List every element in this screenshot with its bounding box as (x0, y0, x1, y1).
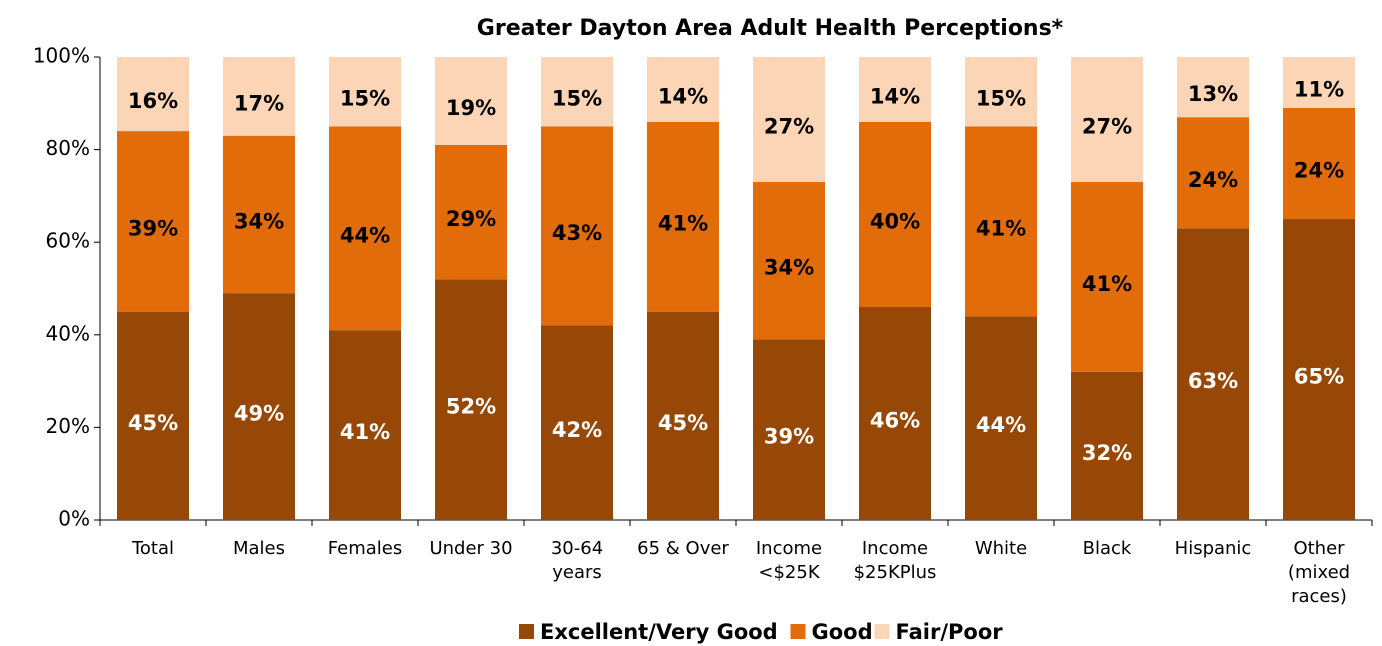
value-label: 29% (446, 207, 496, 231)
value-label: 44% (340, 223, 390, 247)
value-label: 34% (234, 209, 284, 233)
bar-segment (541, 126, 613, 326)
bar-segment (541, 325, 613, 520)
x-tick-label: Females (327, 538, 403, 559)
bar-segment (223, 135, 295, 294)
bar-segment (965, 57, 1037, 127)
value-label: 52% (446, 395, 496, 419)
bar-segment (1177, 57, 1249, 118)
legend-label: Excellent/Very Good (540, 620, 778, 644)
value-label: 16% (128, 89, 178, 113)
y-tick-label: 40% (46, 321, 90, 345)
x-tick-label: Income <$25K (755, 538, 823, 583)
bar-segment (435, 57, 507, 145)
value-label: 41% (658, 212, 708, 236)
y-tick-label: 100% (33, 44, 90, 68)
bar-segment (1071, 182, 1143, 372)
bar-segment (1071, 371, 1143, 520)
legend-label: Good (812, 620, 873, 644)
bar-segment (329, 330, 401, 520)
value-label: 63% (1188, 369, 1238, 393)
value-label: 14% (870, 84, 920, 108)
value-label: 43% (552, 221, 602, 245)
bar-segment (1283, 57, 1355, 108)
value-label: 15% (976, 87, 1026, 111)
value-label: 34% (764, 256, 814, 280)
bar-segment (965, 126, 1037, 317)
value-label: 32% (1082, 441, 1132, 465)
x-tick-label: White (974, 538, 1028, 559)
value-label: 41% (340, 420, 390, 444)
value-label: 15% (340, 87, 390, 111)
y-tick-label: 60% (46, 229, 90, 253)
legend-swatch (519, 624, 534, 639)
value-label: 45% (128, 411, 178, 435)
x-tick-label: Income $25KPlus (853, 538, 937, 583)
bar-segment (1283, 107, 1355, 220)
value-label: 42% (552, 418, 602, 442)
value-label: 11% (1294, 77, 1344, 101)
value-label: 14% (658, 84, 708, 108)
bar-segment (329, 57, 401, 127)
legend-swatch (790, 624, 806, 639)
bar-segment (223, 57, 295, 136)
bar-segment (647, 57, 719, 122)
x-tick-label: Total (131, 538, 175, 559)
bar-segment (859, 121, 931, 308)
value-label: 41% (976, 216, 1026, 240)
bar-segment (541, 57, 613, 127)
value-label: 39% (128, 216, 178, 240)
value-label: 44% (976, 413, 1026, 437)
bar-segment (753, 57, 825, 183)
value-label: 24% (1294, 158, 1344, 182)
bar-segment (753, 182, 825, 340)
value-label: 65% (1294, 365, 1344, 389)
y-tick-label: 20% (46, 414, 90, 438)
x-tick-label: Males (232, 538, 285, 559)
bar-segment (859, 307, 931, 520)
bar-segment (223, 293, 295, 520)
value-label: 46% (870, 409, 920, 433)
value-label: 13% (1188, 82, 1238, 106)
bar-segment (1177, 117, 1249, 229)
bar-segment (117, 57, 189, 132)
x-tick-label: 30-64 years (550, 538, 604, 583)
bar-segment (329, 126, 401, 331)
x-tick-label: Black (1082, 538, 1132, 559)
bar-segment (647, 311, 719, 520)
value-label: 27% (1082, 115, 1132, 139)
bar-segment (117, 311, 189, 520)
value-label: 15% (552, 87, 602, 111)
value-label: 40% (870, 209, 920, 233)
bar-segment (117, 131, 189, 312)
bar-segment (647, 121, 719, 312)
y-tick-label: 0% (58, 507, 90, 531)
bar-segment (859, 57, 931, 122)
chart-title: Greater Dayton Area Adult Health Percept… (477, 16, 1064, 41)
x-tick-label: Under 30 (429, 538, 513, 559)
value-label: 39% (764, 425, 814, 449)
bar-segment (435, 144, 507, 280)
bar-segment (1177, 228, 1249, 520)
x-tick-label: Other (mixed races) (1287, 538, 1351, 607)
x-tick-label: 65 & Over (637, 538, 729, 559)
bar-segment (1071, 57, 1143, 183)
value-label: 27% (764, 115, 814, 139)
x-tick-label: Hispanic (1174, 538, 1252, 559)
value-label: 49% (234, 402, 284, 426)
value-label: 19% (446, 96, 496, 120)
value-label: 17% (234, 91, 284, 115)
y-tick-label: 80% (46, 136, 90, 160)
value-label: 45% (658, 411, 708, 435)
bar-segment (435, 279, 507, 520)
bar-segment (965, 316, 1037, 520)
value-label: 24% (1188, 168, 1238, 192)
legend-label: Fair/Poor (896, 620, 1004, 644)
value-label: 41% (1082, 272, 1132, 296)
bar-segment (753, 339, 825, 520)
bar-segment (1283, 219, 1355, 521)
legend-swatch (874, 624, 890, 639)
